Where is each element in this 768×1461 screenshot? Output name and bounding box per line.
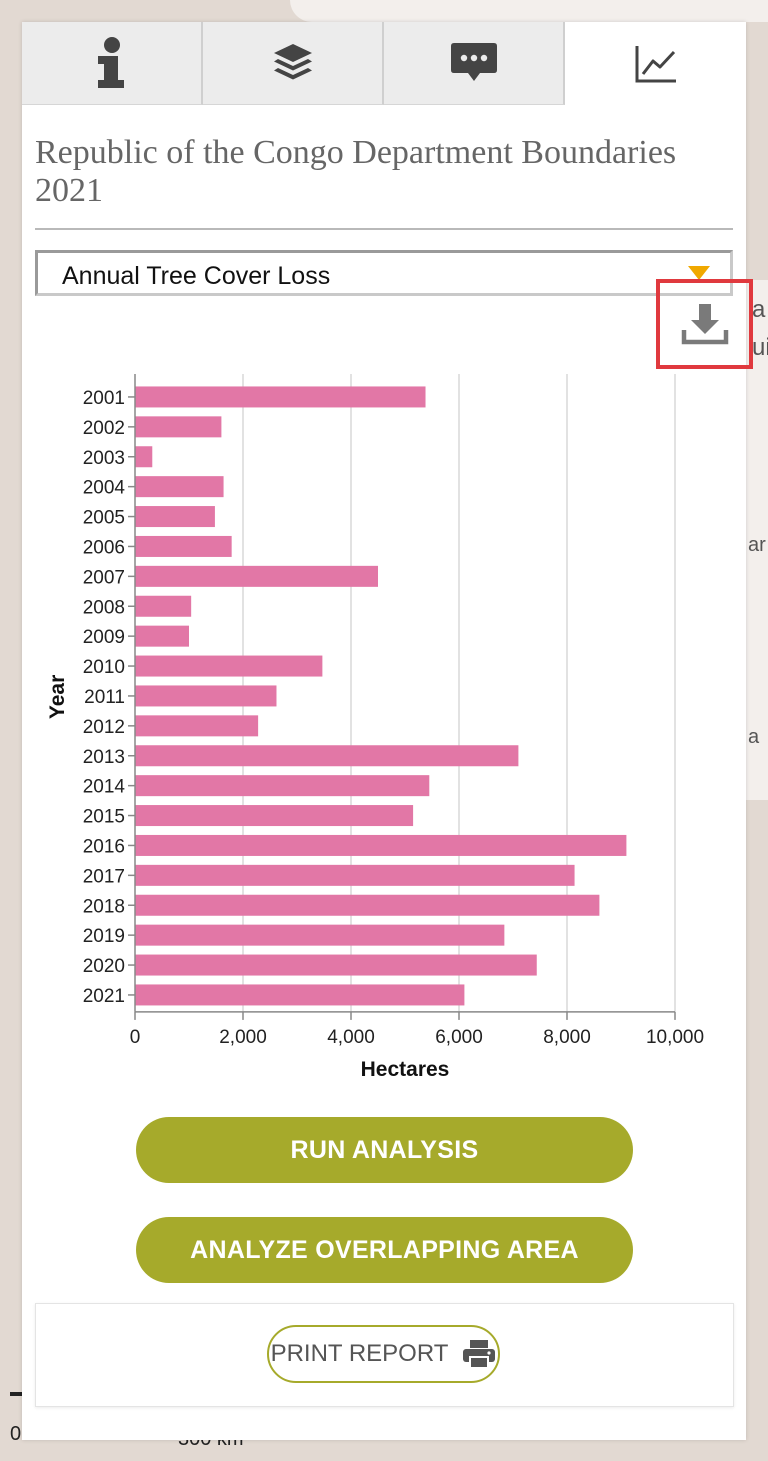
y-axis-title: Year [46, 675, 69, 719]
y-tick-label: 2012 [83, 717, 125, 738]
map-scale-start: 0 [10, 1423, 22, 1445]
y-tick-label: 2007 [83, 567, 125, 588]
map-scale-bar [10, 1392, 24, 1396]
map-land-area [290, 0, 768, 22]
bar-2005 [135, 506, 215, 528]
x-tick-label: 0 [130, 1027, 141, 1048]
bar-2021 [135, 984, 465, 1006]
bar-2003 [135, 446, 153, 468]
bar-2015 [135, 805, 414, 827]
y-tick-label: 2001 [83, 388, 125, 409]
tab-info[interactable] [22, 22, 203, 105]
y-tick-label: 2005 [83, 508, 125, 529]
bar-2007 [135, 565, 378, 587]
bar-2010 [135, 655, 323, 677]
bar-2004 [135, 476, 224, 498]
dropdown-arrow-icon [688, 266, 710, 280]
analysis-type-select[interactable]: Annual Tree Cover Loss [35, 250, 733, 296]
page-title: Republic of the Congo Department Boundar… [35, 134, 677, 209]
layers-icon [273, 44, 312, 80]
y-tick-label: 2010 [83, 657, 125, 678]
tab-layers[interactable] [203, 22, 384, 105]
map-land-area [746, 280, 768, 800]
download-chart-button[interactable] [656, 279, 753, 369]
y-tick-label: 2018 [83, 896, 125, 917]
x-tick-label: 6,000 [435, 1027, 483, 1048]
y-tick-label: 2013 [83, 747, 125, 768]
x-tick-label: 2,000 [219, 1027, 267, 1048]
map-label: ui [752, 334, 768, 361]
x-tick-label: 8,000 [543, 1027, 591, 1048]
comment-icon [450, 43, 497, 81]
analysis-panel: Republic of the Congo Department Boundar… [22, 22, 753, 1440]
chart-icon [635, 45, 676, 82]
bar-2013 [135, 745, 519, 767]
x-axis-title: Hectares [361, 1058, 450, 1081]
y-tick-label: 2019 [83, 926, 125, 947]
y-tick-label: 2006 [83, 537, 125, 558]
y-tick-label: 2009 [83, 627, 125, 648]
panel-tabs [22, 22, 746, 105]
bar-2017 [135, 864, 575, 886]
x-tick-label: 10,000 [646, 1027, 704, 1048]
report-footer: PRINT REPORT [35, 1303, 734, 1407]
y-tick-label: 2021 [83, 986, 125, 1007]
y-tick-label: 2004 [83, 478, 126, 499]
bar-2016 [135, 834, 627, 856]
title-divider [35, 228, 733, 230]
map-label: a [748, 726, 760, 748]
bar-2008 [135, 595, 192, 617]
run-analysis-button[interactable]: RUN ANALYSIS [136, 1117, 633, 1183]
download-icon [681, 304, 728, 345]
y-tick-label: 2014 [83, 777, 126, 798]
bar-2001 [135, 386, 426, 408]
tab-analysis-chart[interactable] [565, 22, 746, 105]
bar-2009 [135, 625, 189, 647]
bar-2011 [135, 685, 277, 707]
y-tick-label: 2020 [83, 956, 125, 977]
y-tick-label: 2017 [83, 866, 125, 887]
map-label: a [752, 296, 766, 323]
analysis-type-value: Annual Tree Cover Loss [62, 262, 331, 290]
y-tick-label: 2002 [83, 418, 125, 439]
printer-icon [463, 1340, 496, 1369]
bar-2006 [135, 535, 232, 557]
print-report-button[interactable]: PRINT REPORT [267, 1325, 500, 1383]
x-tick-label: 4,000 [327, 1027, 375, 1048]
y-tick-label: 2011 [84, 687, 125, 708]
bar-2002 [135, 416, 222, 438]
tab-comments[interactable] [384, 22, 565, 105]
y-tick-label: 2015 [83, 807, 125, 828]
bar-2012 [135, 715, 259, 737]
print-report-label: PRINT REPORT [270, 1340, 449, 1367]
tree-cover-loss-chart: 0 2,000 4,000 6,000 8,000 10,000 2001 2002 2003 2… [46, 374, 704, 1081]
bar-2019 [135, 924, 505, 946]
y-tick-label: 2008 [83, 597, 125, 618]
y-tick-label: 2003 [83, 448, 125, 469]
bar-2014 [135, 775, 430, 797]
info-icon [97, 37, 124, 88]
bar-2020 [135, 954, 537, 976]
map-label: ar [748, 534, 766, 556]
y-tick-label: 2016 [83, 836, 125, 857]
analyze-overlapping-area-button[interactable]: ANALYZE OVERLAPPING AREA [136, 1217, 633, 1283]
bar-2018 [135, 894, 600, 916]
